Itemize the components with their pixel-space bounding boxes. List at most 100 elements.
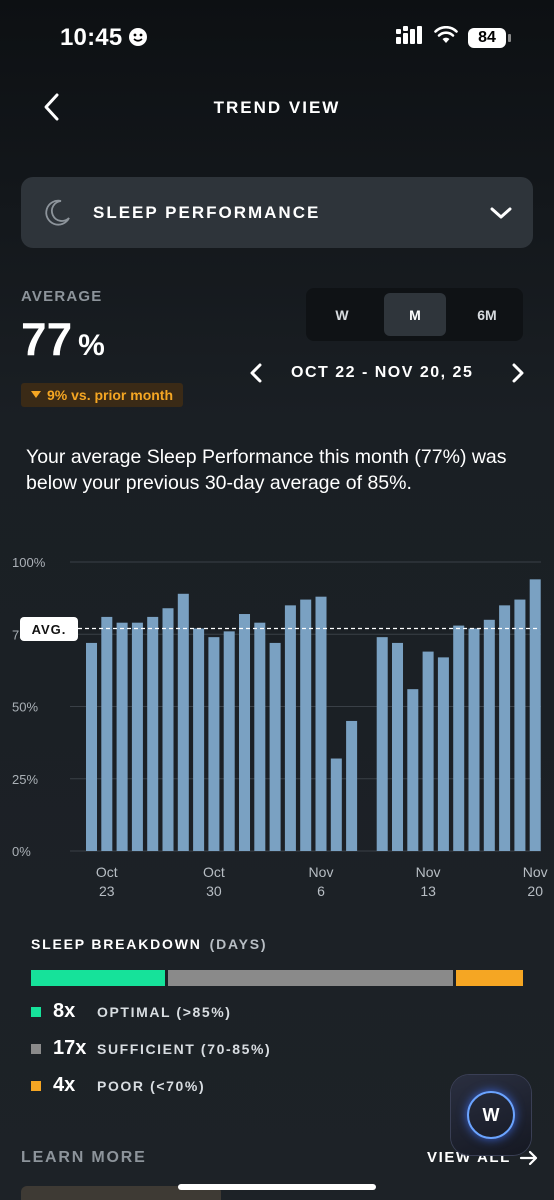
poor-count: 4x: [53, 1074, 76, 1096]
learn-more-heading: LEARN MORE: [21, 1149, 147, 1166]
bar: [300, 599, 312, 851]
average-unit: %: [78, 329, 105, 362]
page-title: TREND VIEW: [213, 98, 341, 117]
bar: [131, 622, 143, 851]
y-tick-label: 25%: [12, 772, 38, 787]
bar: [239, 614, 251, 851]
bar: [407, 689, 419, 851]
breakdown-title-text: SLEEP BREAKDOWN: [31, 936, 202, 952]
bar: [346, 720, 358, 851]
bar: [483, 619, 495, 851]
bar: [392, 642, 404, 851]
tab-month[interactable]: M: [384, 293, 446, 336]
bar: [284, 605, 296, 851]
optimal-label: OPTIMAL (>85%): [97, 1003, 232, 1020]
date-range: OCT 22 - NOV 20, 25: [291, 364, 474, 381]
bar: [514, 599, 526, 851]
delta-badge: 9% vs. prior month: [21, 383, 184, 407]
signal-icon: [396, 26, 424, 49]
breakdown-title: SLEEP BREAKDOWN (DAYS): [31, 936, 267, 952]
x-tick-month: Oct: [96, 864, 118, 880]
x-tick-month: Nov: [309, 864, 334, 880]
optimal-swatch: [31, 1006, 41, 1017]
arrow-right-icon: [519, 1150, 538, 1165]
bar: [86, 642, 98, 851]
bar: [422, 651, 434, 851]
x-tick-month: Nov: [523, 864, 548, 880]
bar: [101, 616, 113, 851]
bar: [177, 593, 189, 851]
bar: [193, 628, 205, 851]
poor-label: POOR (<70%): [97, 1077, 206, 1094]
breakdown-subtitle: (DAYS): [209, 936, 268, 952]
average-chip: AVG.: [20, 617, 78, 641]
bar: [269, 642, 281, 851]
bar: [116, 622, 128, 851]
y-tick-label: 100%: [12, 555, 46, 570]
bar: [437, 657, 449, 851]
bar: [499, 605, 511, 851]
tab-6-months[interactable]: 6M: [477, 306, 497, 323]
bar: [529, 579, 541, 851]
wifi-icon: [434, 25, 458, 49]
chevron-right-icon: [512, 363, 524, 383]
period-segmented-control: W M 6M: [306, 288, 523, 341]
average-number: 77: [21, 313, 73, 365]
smiley-icon: [128, 27, 148, 52]
breakdown-segment: [31, 970, 166, 986]
triangle-down-icon: [31, 391, 41, 398]
average-value: 77%: [21, 312, 105, 366]
bar: [208, 637, 220, 851]
x-tick-day: 23: [99, 883, 115, 899]
learn-more-thumbnail[interactable]: [21, 1186, 221, 1200]
breakdown-segment: [168, 970, 453, 986]
x-tick-day: 30: [206, 883, 222, 899]
metric-label: SLEEP PERFORMANCE: [93, 203, 321, 222]
home-indicator[interactable]: [178, 1184, 376, 1190]
delta-text: 9% vs. prior month: [47, 387, 174, 403]
poor-swatch: [31, 1080, 41, 1091]
y-tick-label: 0%: [12, 844, 31, 859]
coach-button[interactable]: W: [451, 1075, 531, 1155]
back-button[interactable]: [38, 92, 68, 122]
chevron-down-icon: [489, 201, 513, 230]
moon-icon: [41, 197, 73, 234]
sufficient-swatch: [31, 1043, 41, 1054]
y-tick-label: 50%: [12, 700, 38, 715]
metric-dropdown[interactable]: SLEEP PERFORMANCE: [21, 177, 533, 248]
battery-icon: 84: [468, 27, 511, 48]
x-tick-month: Oct: [203, 864, 225, 880]
status-right: 84: [396, 25, 511, 49]
bar: [162, 608, 174, 851]
bar: [223, 631, 235, 851]
breakdown-row-sufficient: 17x SUFFICIENT (70-85%): [31, 1037, 271, 1060]
bar: [468, 628, 480, 851]
next-range-button[interactable]: [508, 362, 528, 389]
bar: [453, 625, 465, 851]
sufficient-label: SUFFICIENT (70-85%): [97, 1040, 272, 1057]
tab-week[interactable]: W: [335, 306, 349, 323]
summary-text: Your average Sleep Performance this mont…: [26, 446, 507, 494]
average-label: AVERAGE: [21, 288, 103, 305]
bar: [147, 616, 159, 851]
bar: [376, 637, 388, 851]
chevron-left-icon: [250, 363, 262, 383]
status-time: 10:45: [60, 24, 123, 51]
chevron-left-icon: [44, 93, 59, 121]
x-tick-day: 6: [317, 883, 325, 899]
x-tick-day: 13: [420, 883, 436, 899]
x-tick-day: 20: [527, 883, 543, 899]
bar: [254, 622, 266, 851]
bar: [315, 596, 327, 851]
bar: [330, 758, 342, 851]
previous-range-button[interactable]: [246, 362, 266, 389]
breakdown-row-poor: 4x POOR (<70%): [31, 1074, 205, 1097]
breakdown-segment: [455, 970, 523, 986]
optimal-count: 8x: [53, 1000, 76, 1022]
x-tick-month: Nov: [416, 864, 441, 880]
breakdown-row-optimal: 8x OPTIMAL (>85%): [31, 1000, 232, 1023]
breakdown-bar: [31, 970, 523, 986]
sufficient-count: 17x: [53, 1037, 87, 1059]
coach-icon: W: [467, 1091, 515, 1139]
